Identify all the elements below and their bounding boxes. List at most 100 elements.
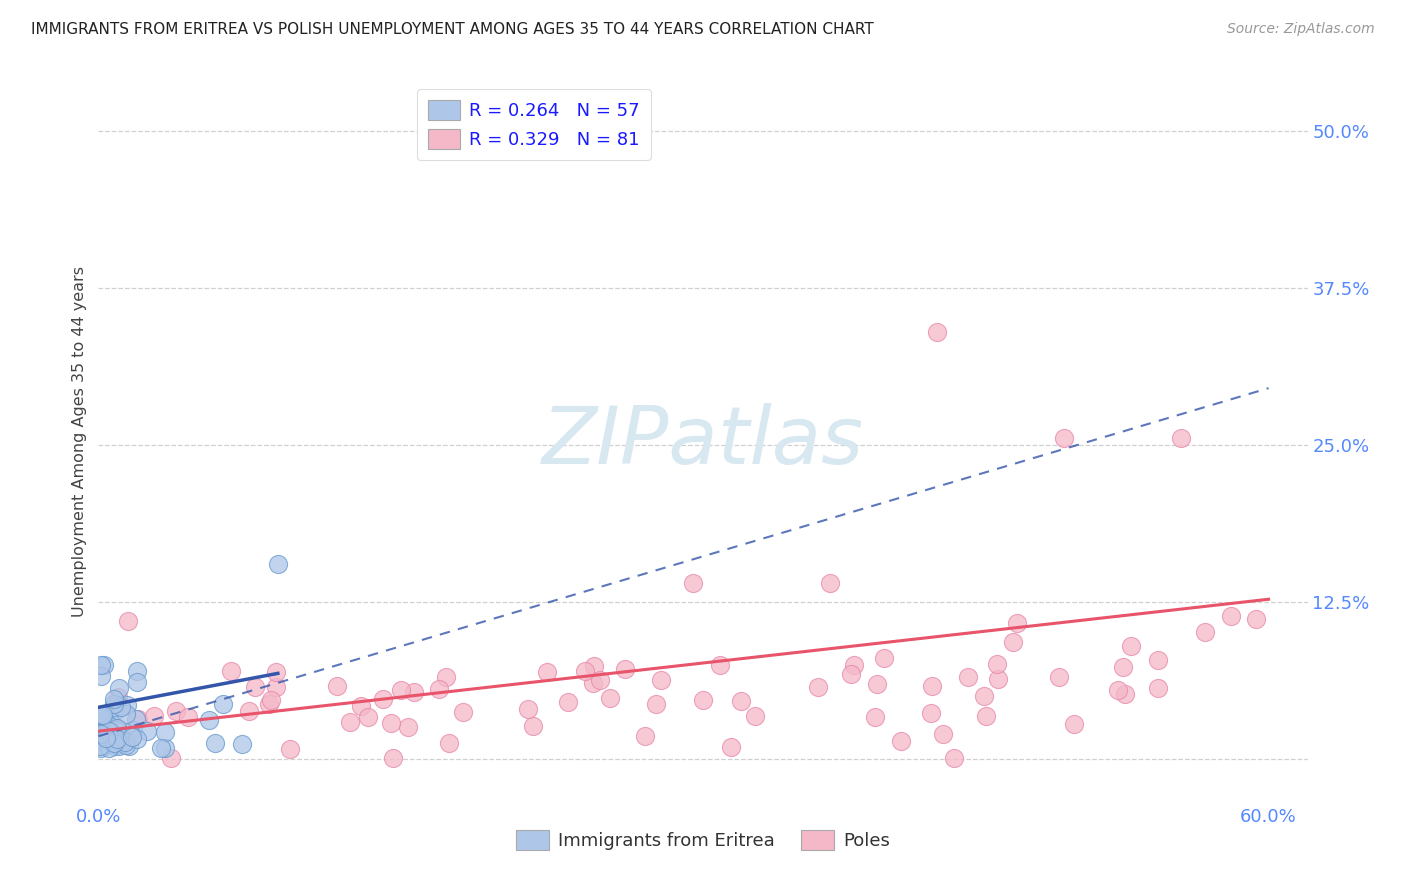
Point — [1005, 615, 1028, 630]
Point — [956, 670, 979, 684]
Point — [1194, 624, 1216, 639]
Point — [574, 664, 596, 678]
Point — [890, 733, 912, 747]
Point — [91, 708, 114, 723]
Point — [257, 698, 280, 712]
Point — [599, 691, 621, 706]
Point — [108, 739, 131, 753]
Point — [143, 709, 166, 723]
Point — [1112, 659, 1135, 673]
Point — [818, 575, 841, 590]
Point — [90, 727, 112, 741]
Point — [744, 709, 766, 723]
Point — [211, 698, 233, 712]
Point — [396, 720, 419, 734]
Point — [125, 664, 148, 678]
Point — [127, 712, 149, 726]
Point — [278, 742, 301, 756]
Point — [243, 680, 266, 694]
Point — [920, 706, 942, 720]
Point — [103, 736, 125, 750]
Text: IMMIGRANTS FROM ERITREA VS POLISH UNEMPLOYMENT AMONG AGES 35 TO 44 YEARS CORRELA: IMMIGRANTS FROM ERITREA VS POLISH UNEMPL… — [31, 22, 873, 37]
Point — [238, 704, 260, 718]
Point — [121, 731, 143, 745]
Point — [1063, 717, 1085, 731]
Point — [382, 750, 405, 764]
Point — [90, 669, 112, 683]
Point — [863, 710, 886, 724]
Point — [221, 664, 243, 678]
Point — [91, 732, 114, 747]
Point — [866, 677, 889, 691]
Point — [634, 729, 657, 743]
Point — [176, 709, 198, 723]
Point — [1001, 635, 1024, 649]
Point — [439, 736, 461, 750]
Point — [986, 657, 1008, 671]
Text: ZIPatlas: ZIPatlas — [541, 402, 865, 481]
Point — [100, 735, 122, 749]
Point — [117, 614, 139, 628]
Point — [259, 693, 281, 707]
Point — [90, 657, 112, 672]
Point — [118, 739, 141, 753]
Point — [115, 738, 138, 752]
Point — [93, 657, 115, 672]
Point — [925, 325, 948, 339]
Point — [589, 673, 612, 687]
Legend: Immigrants from Eritrea, Poles: Immigrants from Eritrea, Poles — [508, 821, 898, 859]
Point — [90, 741, 112, 756]
Point — [98, 740, 121, 755]
Point — [165, 704, 187, 718]
Point — [614, 662, 637, 676]
Point — [103, 699, 125, 714]
Y-axis label: Unemployment Among Ages 35 to 44 years: Unemployment Among Ages 35 to 44 years — [72, 266, 87, 617]
Point — [339, 715, 361, 730]
Point — [1119, 639, 1142, 653]
Point — [115, 698, 138, 713]
Point — [1107, 683, 1129, 698]
Point — [91, 720, 114, 734]
Point — [1244, 612, 1267, 626]
Point — [645, 697, 668, 711]
Point — [98, 719, 121, 733]
Point — [267, 557, 290, 571]
Point — [943, 750, 966, 764]
Point — [1220, 609, 1243, 624]
Text: Source: ZipAtlas.com: Source: ZipAtlas.com — [1227, 22, 1375, 37]
Point — [1147, 653, 1170, 667]
Point — [692, 693, 714, 707]
Point — [153, 741, 176, 756]
Point — [921, 680, 943, 694]
Point — [371, 692, 394, 706]
Point — [111, 732, 134, 747]
Point — [155, 725, 177, 739]
Point — [103, 692, 125, 706]
Point — [709, 658, 731, 673]
Point — [89, 739, 111, 753]
Point — [974, 709, 997, 723]
Point — [231, 737, 253, 751]
Point — [932, 727, 955, 741]
Point — [720, 739, 742, 754]
Point — [807, 680, 830, 694]
Point — [326, 680, 349, 694]
Point — [125, 675, 148, 690]
Point — [135, 723, 157, 738]
Point — [873, 651, 896, 665]
Point — [451, 705, 474, 719]
Point — [650, 673, 672, 688]
Point — [204, 736, 226, 750]
Point — [115, 707, 138, 722]
Point — [1053, 431, 1076, 445]
Point — [93, 713, 115, 727]
Point — [844, 658, 866, 673]
Point — [105, 731, 128, 746]
Point — [125, 712, 148, 726]
Point — [987, 673, 1010, 687]
Point — [105, 721, 128, 735]
Point — [104, 704, 127, 718]
Point — [103, 698, 125, 712]
Point — [582, 675, 605, 690]
Point — [264, 680, 287, 694]
